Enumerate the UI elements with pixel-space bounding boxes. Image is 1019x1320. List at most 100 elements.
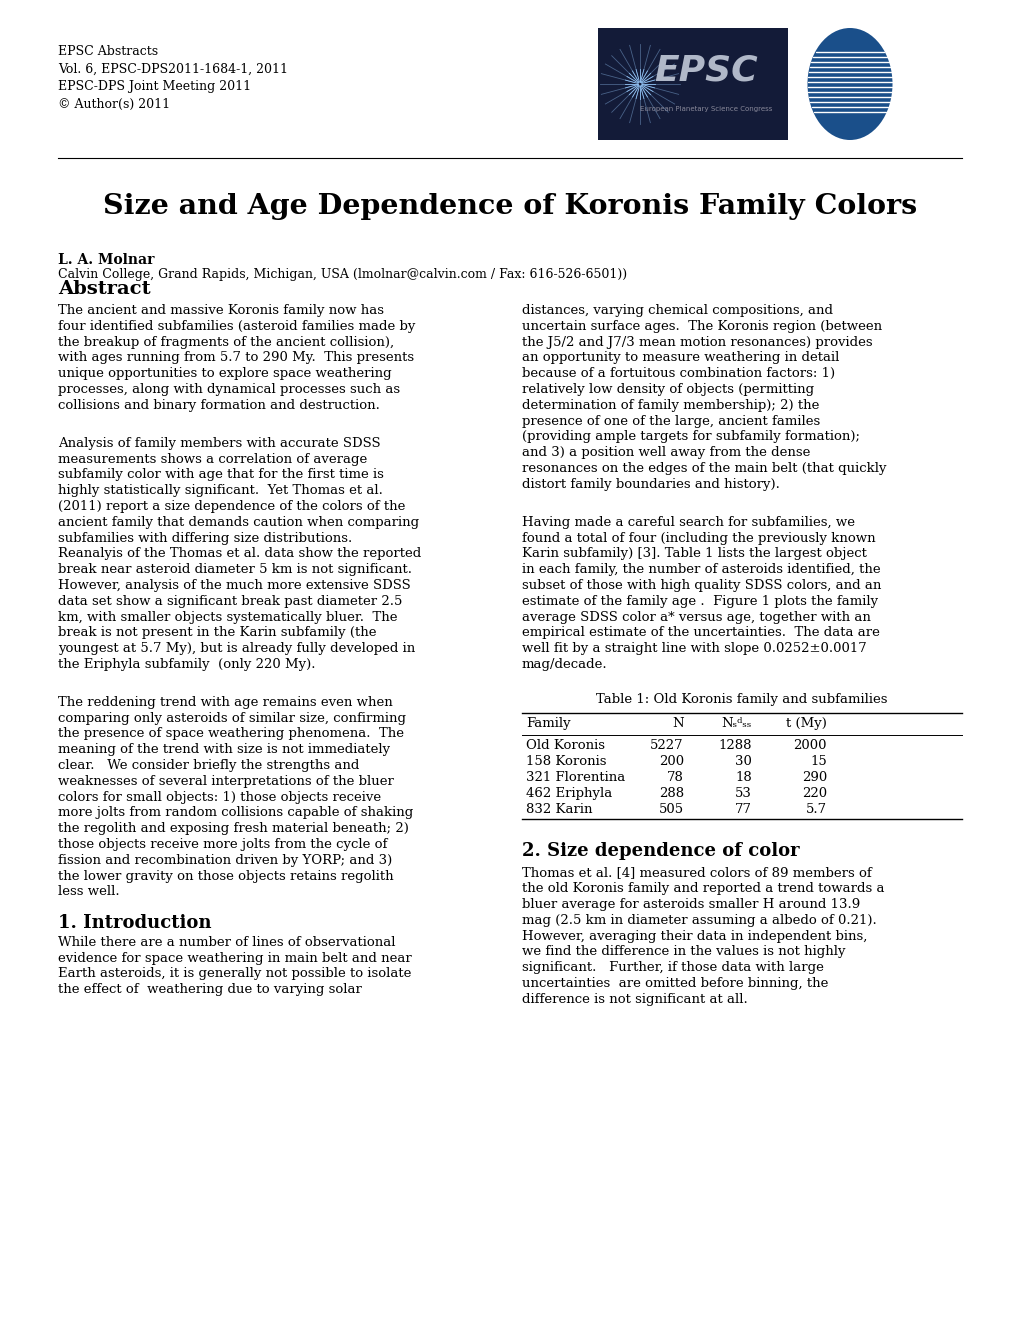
Text: t (My): t (My) <box>786 717 826 730</box>
Text: EPSC-DPS Joint Meeting 2011: EPSC-DPS Joint Meeting 2011 <box>58 81 251 92</box>
Text: relatively low density of objects (permitting: relatively low density of objects (permi… <box>522 383 813 396</box>
Text: distort family boundaries and history).: distort family boundaries and history). <box>522 478 780 491</box>
Text: unique opportunities to explore space weathering: unique opportunities to explore space we… <box>58 367 391 380</box>
Text: 18: 18 <box>735 771 751 784</box>
Text: EPSC: EPSC <box>654 54 757 87</box>
Text: Karin subfamily) [3]. Table 1 lists the largest object: Karin subfamily) [3]. Table 1 lists the … <box>522 548 866 560</box>
Text: evidence for space weathering in main belt and near: evidence for space weathering in main be… <box>58 952 412 965</box>
Text: uncertainties  are omitted before binning, the: uncertainties are omitted before binning… <box>522 977 827 990</box>
Text: subfamily color with age that for the first time is: subfamily color with age that for the fi… <box>58 469 383 482</box>
Text: break near asteroid diameter 5 km is not significant.: break near asteroid diameter 5 km is not… <box>58 564 412 576</box>
Text: 77: 77 <box>735 803 751 816</box>
Text: comparing only asteroids of similar size, confirming: comparing only asteroids of similar size… <box>58 711 406 725</box>
Text: (2011) report a size dependence of the colors of the: (2011) report a size dependence of the c… <box>58 500 405 513</box>
Text: 78: 78 <box>666 771 684 784</box>
Text: because of a fortuitous combination factors: 1): because of a fortuitous combination fact… <box>522 367 835 380</box>
Text: While there are a number of lines of observational: While there are a number of lines of obs… <box>58 936 395 949</box>
Text: uncertain surface ages.  The Koronis region (between: uncertain surface ages. The Koronis regi… <box>522 319 881 333</box>
Text: more jolts from random collisions capable of shaking: more jolts from random collisions capabl… <box>58 807 413 820</box>
Text: four identified subfamilies (asteroid families made by: four identified subfamilies (asteroid fa… <box>58 319 415 333</box>
Text: 158 Koronis: 158 Koronis <box>526 755 606 768</box>
Text: measurements shows a correlation of average: measurements shows a correlation of aver… <box>58 453 367 466</box>
Text: ancient family that demands caution when comparing: ancient family that demands caution when… <box>58 516 419 529</box>
Text: However, analysis of the much more extensive SDSS: However, analysis of the much more exten… <box>58 579 411 591</box>
Text: Having made a careful search for subfamilies, we: Having made a careful search for subfami… <box>522 516 854 529</box>
Text: data set show a significant break past diameter 2.5: data set show a significant break past d… <box>58 595 401 607</box>
Text: 288: 288 <box>658 787 684 800</box>
Text: those objects receive more jolts from the cycle of: those objects receive more jolts from th… <box>58 838 387 851</box>
Text: N: N <box>672 717 684 730</box>
Text: 1. Introduction: 1. Introduction <box>58 913 211 932</box>
Text: difference is not significant at all.: difference is not significant at all. <box>522 993 747 1006</box>
Text: 1288: 1288 <box>717 739 751 751</box>
Text: bluer average for asteroids smaller H around 13.9: bluer average for asteroids smaller H ar… <box>522 898 859 911</box>
Text: fission and recombination driven by YORP; and 3): fission and recombination driven by YORP… <box>58 854 392 867</box>
Text: Thomas et al. [4] measured colors of 89 members of: Thomas et al. [4] measured colors of 89 … <box>522 866 871 879</box>
Text: we find the difference in the values is not highly: we find the difference in the values is … <box>522 945 845 958</box>
Text: meaning of the trend with size is not immediately: meaning of the trend with size is not im… <box>58 743 389 756</box>
Text: subfamilies with differing size distributions.: subfamilies with differing size distribu… <box>58 532 352 545</box>
Text: the lower gravity on those objects retains regolith: the lower gravity on those objects retai… <box>58 870 393 883</box>
Text: 832 Karin: 832 Karin <box>526 803 592 816</box>
Text: empirical estimate of the uncertainties.  The data are: empirical estimate of the uncertainties.… <box>522 626 879 639</box>
Text: 5227: 5227 <box>650 739 684 751</box>
Text: Family: Family <box>526 717 570 730</box>
Text: © Author(s) 2011: © Author(s) 2011 <box>58 98 170 111</box>
Text: 321 Florentina: 321 Florentina <box>526 771 625 784</box>
Text: 462 Eriphyla: 462 Eriphyla <box>526 787 611 800</box>
Text: average SDSS color a* versus age, together with an: average SDSS color a* versus age, togeth… <box>522 611 870 623</box>
Text: The reddening trend with age remains even when: The reddening trend with age remains eve… <box>58 696 392 709</box>
Text: L. A. Molnar: L. A. Molnar <box>58 253 154 267</box>
Text: Nₛᵈₛₛ: Nₛᵈₛₛ <box>720 717 751 730</box>
Text: Analysis of family members with accurate SDSS: Analysis of family members with accurate… <box>58 437 380 450</box>
Text: the Eriphyla subfamily  (only 220 My).: the Eriphyla subfamily (only 220 My). <box>58 657 315 671</box>
Text: and 3) a position well away from the dense: and 3) a position well away from the den… <box>522 446 809 459</box>
Text: processes, along with dynamical processes such as: processes, along with dynamical processe… <box>58 383 399 396</box>
Text: 2000: 2000 <box>793 739 826 751</box>
Text: clear.   We consider briefly the strengths and: clear. We consider briefly the strengths… <box>58 759 359 772</box>
Text: mag (2.5 km in diameter assuming a albedo of 0.21).: mag (2.5 km in diameter assuming a albed… <box>522 913 876 927</box>
Text: 220: 220 <box>801 787 826 800</box>
Text: 290: 290 <box>801 771 826 784</box>
Text: 53: 53 <box>735 787 751 800</box>
Text: 200: 200 <box>658 755 684 768</box>
Text: European Planetary Science Congress: European Planetary Science Congress <box>640 106 771 112</box>
FancyBboxPatch shape <box>597 28 788 140</box>
Text: youngest at 5.7 My), but is already fully developed in: youngest at 5.7 My), but is already full… <box>58 642 415 655</box>
Text: Reanalyis of the Thomas et al. data show the reported: Reanalyis of the Thomas et al. data show… <box>58 548 421 560</box>
Text: Vol. 6, EPSC-DPS2011-1684-1, 2011: Vol. 6, EPSC-DPS2011-1684-1, 2011 <box>58 62 287 75</box>
Text: km, with smaller objects systematically bluer.  The: km, with smaller objects systematically … <box>58 611 397 623</box>
Text: subset of those with high quality SDSS colors, and an: subset of those with high quality SDSS c… <box>522 579 880 591</box>
Text: Table 1: Old Koronis family and subfamilies: Table 1: Old Koronis family and subfamil… <box>596 693 887 706</box>
Text: 505: 505 <box>658 803 684 816</box>
Text: estimate of the family age .  Figure 1 plots the family: estimate of the family age . Figure 1 pl… <box>522 595 877 607</box>
Text: 2. Size dependence of color: 2. Size dependence of color <box>522 842 799 861</box>
Text: mag/decade.: mag/decade. <box>522 657 607 671</box>
Text: break is not present in the Karin subfamily (the: break is not present in the Karin subfam… <box>58 626 376 639</box>
Text: an opportunity to measure weathering in detail: an opportunity to measure weathering in … <box>522 351 839 364</box>
Text: Calvin College, Grand Rapids, Michigan, USA (lmolnar@calvin.com / Fax: 616-526-6: Calvin College, Grand Rapids, Michigan, … <box>58 268 627 281</box>
Ellipse shape <box>807 28 892 140</box>
Text: in each family, the number of asteroids identified, the: in each family, the number of asteroids … <box>522 564 879 576</box>
Text: (providing ample targets for subfamily formation);: (providing ample targets for subfamily f… <box>522 430 859 444</box>
Text: presence of one of the large, ancient familes: presence of one of the large, ancient fa… <box>522 414 819 428</box>
Text: significant.   Further, if those data with large: significant. Further, if those data with… <box>522 961 823 974</box>
Text: with ages running from 5.7 to 290 My.  This presents: with ages running from 5.7 to 290 My. Th… <box>58 351 414 364</box>
Text: Size and Age Dependence of Koronis Family Colors: Size and Age Dependence of Koronis Famil… <box>103 193 916 220</box>
Text: the regolith and exposing fresh material beneath; 2): the regolith and exposing fresh material… <box>58 822 409 836</box>
Text: determination of family membership); 2) the: determination of family membership); 2) … <box>522 399 818 412</box>
Text: colors for small objects: 1) those objects receive: colors for small objects: 1) those objec… <box>58 791 381 804</box>
Text: less well.: less well. <box>58 886 119 899</box>
Text: the old Koronis family and reported a trend towards a: the old Koronis family and reported a tr… <box>522 882 883 895</box>
Text: the presence of space weathering phenomena.  The: the presence of space weathering phenome… <box>58 727 404 741</box>
Text: weaknesses of several interpretations of the bluer: weaknesses of several interpretations of… <box>58 775 393 788</box>
Text: 30: 30 <box>735 755 751 768</box>
Text: the breakup of fragments of the ancient collision),: the breakup of fragments of the ancient … <box>58 335 393 348</box>
Text: Abstract: Abstract <box>58 280 151 298</box>
Text: highly statistically significant.  Yet Thomas et al.: highly statistically significant. Yet Th… <box>58 484 382 498</box>
Text: EPSC Abstracts: EPSC Abstracts <box>58 45 158 58</box>
Text: the effect of  weathering due to varying solar: the effect of weathering due to varying … <box>58 983 362 997</box>
Text: well fit by a straight line with slope 0.0252±0.0017: well fit by a straight line with slope 0… <box>522 642 866 655</box>
Text: 15: 15 <box>809 755 826 768</box>
Text: Earth asteroids, it is generally not possible to isolate: Earth asteroids, it is generally not pos… <box>58 968 411 981</box>
